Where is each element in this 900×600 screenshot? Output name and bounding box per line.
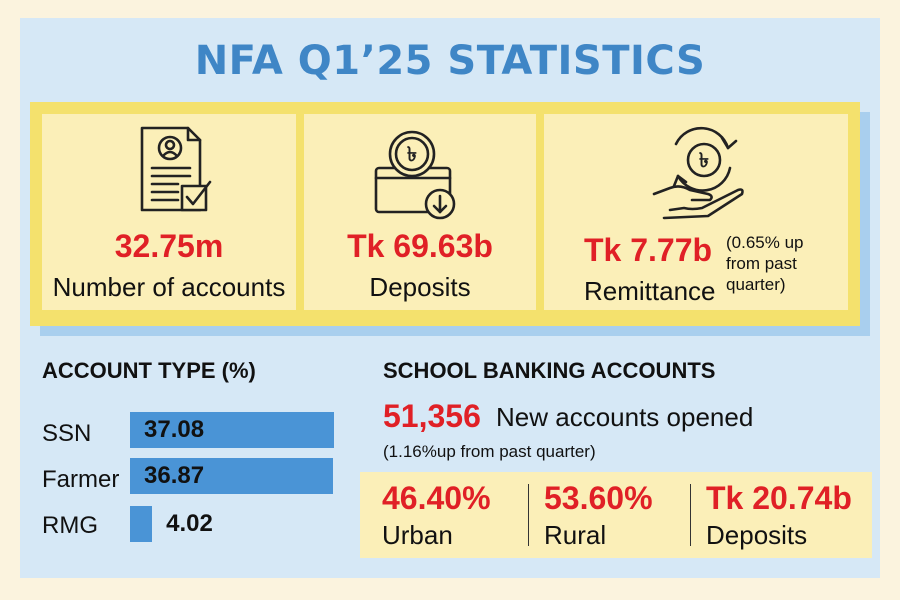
bar-value: 37.08 [144, 416, 205, 443]
school-deposits-value: Tk 20.74b [706, 480, 852, 516]
bar-label: RMG [42, 512, 98, 539]
accounts-label: Number of accounts [52, 272, 286, 302]
urban-value: 46.40% [382, 480, 491, 516]
remittance-card: ৳ Tk 7.77b Remittance (0.65% up from pas… [544, 114, 848, 310]
rural-value: 53.60% [544, 480, 653, 516]
account-type-heading: ACCOUNT TYPE (%) [42, 358, 256, 383]
deposits-card: ৳ Tk 69.63b Deposits [304, 114, 536, 310]
deposits-label: Deposits [369, 272, 471, 302]
deposits-value: Tk 69.63b [347, 228, 493, 264]
school-deposits-label: Deposits [706, 520, 808, 550]
remittance-label: Remittance [584, 276, 716, 306]
note-line: from past [726, 254, 797, 273]
svg-text:৳: ৳ [407, 142, 417, 166]
urban-label: Urban [382, 520, 453, 550]
divider [528, 484, 529, 546]
page-title: NFA Q1’25 STATISTICS [194, 38, 706, 84]
accounts-card: 32.75m Number of accounts [42, 114, 296, 310]
document-user-icon [140, 126, 212, 212]
school-stats-box: 46.40% Urban 53.60% Rural Tk 20.74b Depo… [360, 472, 872, 558]
bar-ssn [130, 412, 334, 448]
taka-deposit-box-icon: ৳ [374, 130, 456, 220]
new-accounts-label: New accounts opened [496, 402, 754, 432]
new-accounts-value: 51,356 [383, 398, 481, 434]
bar-farmer [130, 458, 333, 494]
svg-text:৳: ৳ [699, 148, 709, 172]
bar-label: Farmer [42, 466, 120, 493]
accounts-value: 32.75m [114, 228, 224, 264]
bar-label: SSN [42, 420, 92, 447]
bar-value: 4.02 [166, 510, 213, 537]
hand-taka-cycle-icon: ৳ [652, 126, 744, 220]
school-banking-heading: SCHOOL BANKING ACCOUNTS [383, 358, 716, 383]
rural-label: Rural [544, 520, 607, 550]
remittance-growth-note: (0.65% up from past quarter) [726, 232, 826, 295]
divider [690, 484, 691, 546]
growth-note: (1.16%up from past quarter) [383, 442, 596, 461]
note-line: quarter) [726, 275, 786, 294]
stat-cards: 32.75m Number of accounts ৳ Tk 69.63b De… [30, 102, 860, 326]
bar-rmg [130, 506, 153, 542]
remittance-value: Tk 7.77b [584, 232, 713, 268]
bar-value: 36.87 [144, 462, 205, 489]
note-line: (0.65% up [726, 233, 804, 252]
